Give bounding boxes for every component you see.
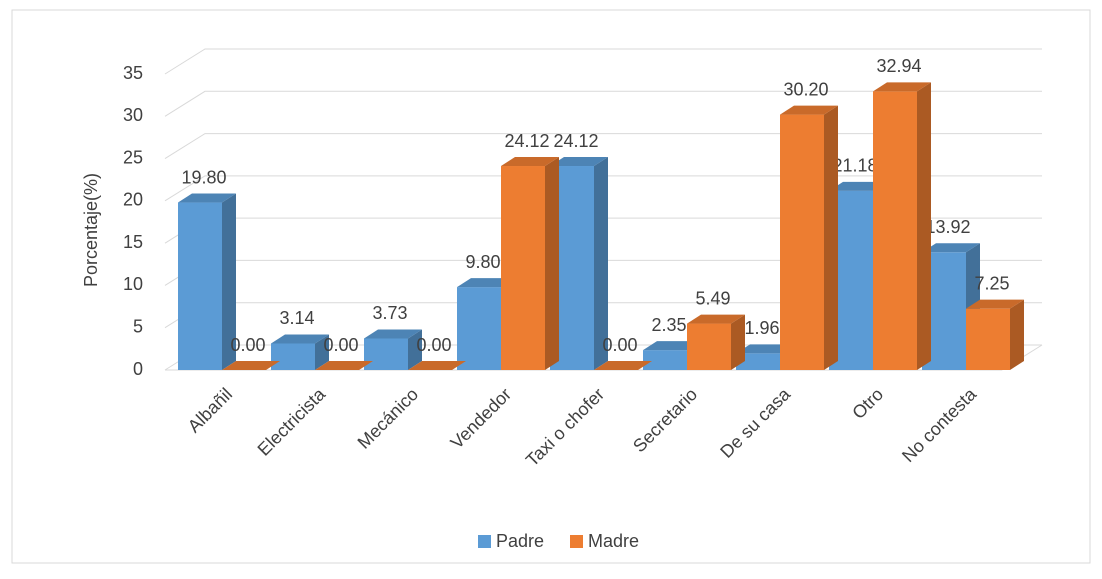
legend-swatch	[478, 535, 491, 548]
bar-front	[736, 353, 780, 370]
x-tick-label: Electricista	[254, 383, 330, 459]
bar-top	[271, 334, 329, 344]
y-axis-label: Porcentaje(%)	[81, 173, 101, 287]
bar-front	[873, 91, 917, 370]
bar-front	[271, 343, 315, 370]
y-tick-label: 30	[123, 105, 143, 125]
y-tick-label: 10	[123, 274, 143, 294]
x-tick-label: Vendedor	[447, 384, 516, 453]
value-label: 0.00	[230, 335, 265, 355]
value-label: 21.18	[832, 156, 877, 176]
grid-line	[164, 90, 1042, 117]
x-tick-label: No contesta	[898, 383, 981, 466]
bar-side	[545, 157, 559, 370]
value-label: 30.20	[783, 79, 828, 99]
bar-top	[829, 181, 887, 191]
bar-front	[178, 202, 222, 370]
bar-front	[457, 287, 501, 370]
bar-side	[408, 329, 422, 370]
y-tick-label: 5	[133, 316, 143, 336]
bar-side	[594, 157, 608, 370]
bar-front	[501, 166, 545, 370]
value-label: 5.49	[695, 288, 730, 308]
bar-top	[457, 278, 515, 288]
value-label: 2.35	[651, 315, 686, 335]
grid-line	[164, 133, 1042, 159]
bar-top	[222, 361, 280, 370]
bar-side	[824, 105, 838, 370]
x-tick-label: Otro	[848, 384, 887, 423]
value-label: 0.00	[602, 335, 637, 355]
value-label: 13.92	[925, 217, 970, 237]
bar-top	[873, 82, 931, 92]
bar-top	[408, 361, 466, 370]
bar-side	[1010, 299, 1024, 370]
bar-front	[643, 350, 687, 370]
x-tick-label: Albañil	[184, 384, 236, 436]
value-label: 0.00	[416, 335, 451, 355]
bar-top	[550, 157, 608, 167]
bar-side	[315, 334, 329, 370]
legend-label: Padre	[496, 531, 544, 551]
legend-label: Madre	[588, 531, 639, 551]
value-label: 0.00	[323, 335, 358, 355]
x-tick-label: Secretario	[629, 384, 701, 456]
legend-swatch	[570, 535, 583, 548]
bar-side	[731, 314, 745, 370]
y-tick-label: 0	[133, 359, 143, 379]
value-label: 3.73	[372, 303, 407, 323]
x-tick-label: Taxi o chofer	[522, 384, 608, 470]
value-label: 19.80	[181, 167, 226, 187]
value-label: 9.80	[465, 252, 500, 272]
bar-top	[922, 243, 980, 253]
value-label: 24.12	[504, 131, 549, 151]
bar-top	[178, 193, 236, 203]
grid-line	[164, 175, 1042, 202]
bar-front	[364, 338, 408, 370]
value-label: 24.12	[553, 131, 598, 151]
chart-frame	[11, 9, 1091, 564]
value-label: 32.94	[876, 56, 921, 76]
x-tick-label: De su casa	[716, 383, 795, 462]
grid-line	[164, 48, 1042, 75]
bar-side	[917, 82, 931, 370]
x-tick-label: Mecánico	[354, 384, 423, 453]
value-label: 1.96	[744, 318, 779, 338]
bar-front	[687, 323, 731, 370]
bar-front	[966, 308, 1010, 370]
y-tick-label: 35	[123, 63, 143, 83]
bar-front	[780, 114, 824, 370]
y-tick-label: 20	[123, 190, 143, 210]
value-label: 3.14	[279, 308, 314, 328]
y-tick-label: 15	[123, 232, 143, 252]
bar-top	[966, 299, 1024, 309]
bar-top	[364, 329, 422, 339]
bar-top	[594, 361, 652, 370]
bar-top	[643, 341, 701, 351]
bar-side	[222, 193, 236, 370]
y-tick-label: 25	[123, 147, 143, 167]
bar-top	[501, 157, 559, 167]
bar-top	[687, 314, 745, 324]
value-label: 7.25	[974, 273, 1009, 293]
bar-top	[736, 344, 794, 354]
bar-top	[780, 105, 838, 115]
bar-top	[315, 361, 373, 370]
